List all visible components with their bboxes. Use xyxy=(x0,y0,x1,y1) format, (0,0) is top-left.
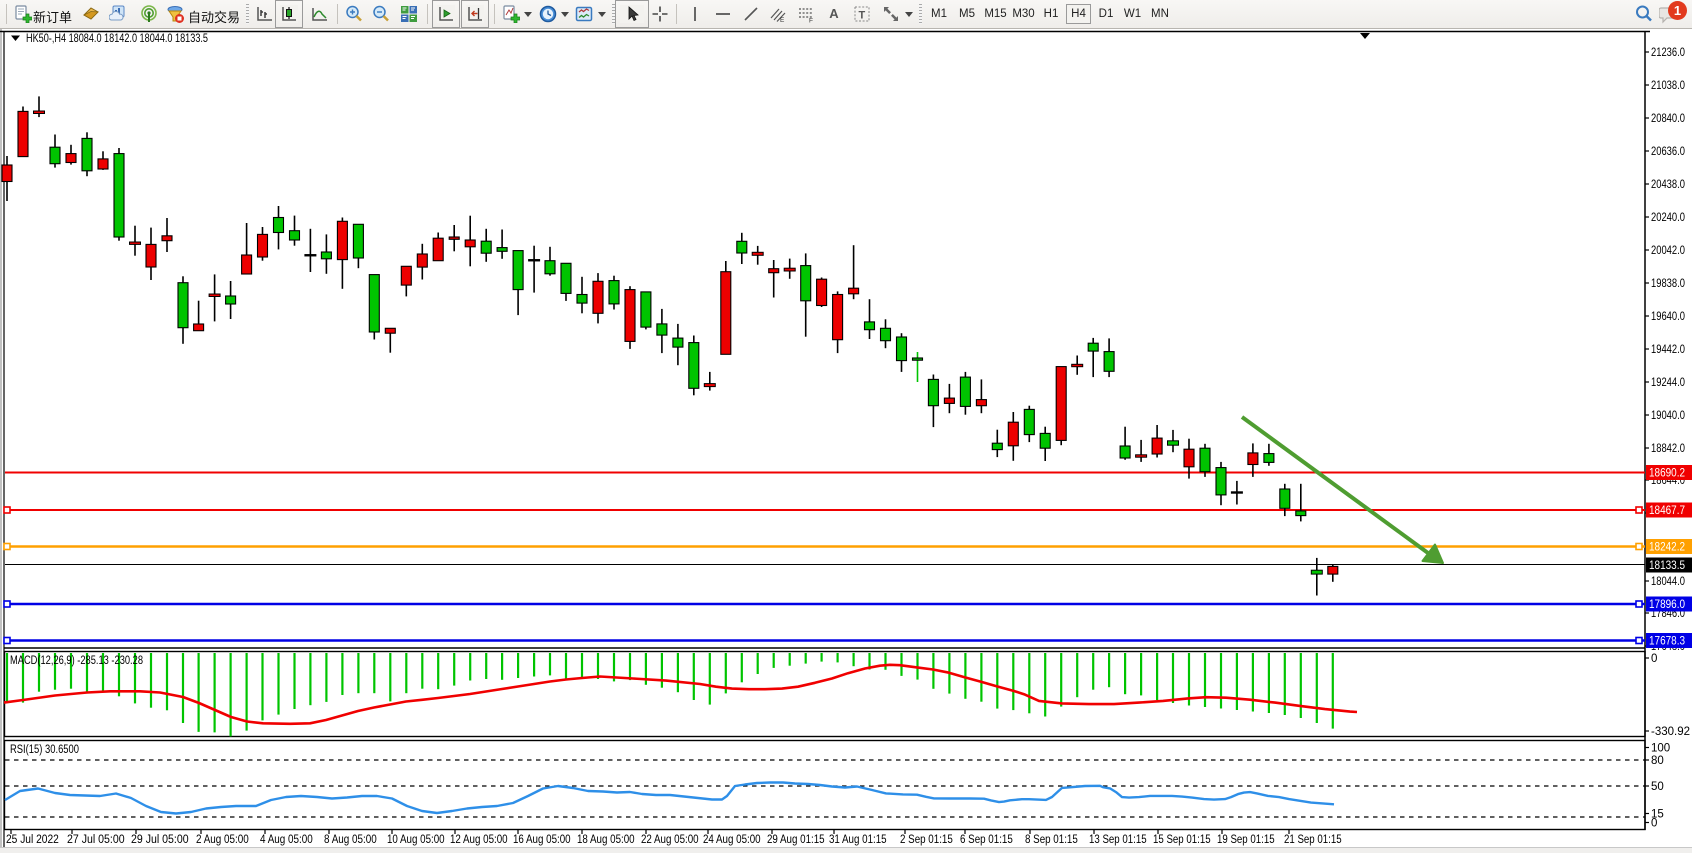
svg-text:HK50-,H4 18084.0 18142.0 1804: HK50-,H4 18084.0 18142.0 18044.0 18133.5 xyxy=(26,31,208,45)
svg-text:19040.0: 19040.0 xyxy=(1651,410,1685,422)
svg-text:24 Aug 05:00: 24 Aug 05:00 xyxy=(703,834,761,846)
svg-text:0: 0 xyxy=(1651,818,1657,830)
svg-text:18242.2: 18242.2 xyxy=(1649,542,1685,554)
svg-text:19 Sep 01:15: 19 Sep 01:15 xyxy=(1217,834,1275,846)
svg-text:15 Sep 01:15: 15 Sep 01:15 xyxy=(1153,834,1211,846)
svg-text:20240.0: 20240.0 xyxy=(1651,212,1685,224)
svg-text:19838.0: 19838.0 xyxy=(1651,278,1685,290)
svg-text:29 Aug 01:15: 29 Aug 01:15 xyxy=(767,834,825,846)
svg-text:22 Aug 05:00: 22 Aug 05:00 xyxy=(641,834,699,846)
svg-text:2 Aug 05:00: 2 Aug 05:00 xyxy=(196,834,249,846)
svg-text:50: 50 xyxy=(1651,781,1664,793)
svg-text:13 Sep 01:15: 13 Sep 01:15 xyxy=(1089,834,1147,846)
svg-text:6 Sep 01:15: 6 Sep 01:15 xyxy=(960,834,1013,846)
svg-text:20042.0: 20042.0 xyxy=(1651,245,1685,257)
svg-text:18842.0: 18842.0 xyxy=(1651,443,1685,455)
svg-text:18690.2: 18690.2 xyxy=(1649,468,1685,480)
svg-text:21 Sep 01:15: 21 Sep 01:15 xyxy=(1284,834,1342,846)
svg-text:16 Aug 05:00: 16 Aug 05:00 xyxy=(513,834,571,846)
svg-text:20840.0: 20840.0 xyxy=(1651,113,1685,125)
svg-text:F: F xyxy=(809,18,813,24)
svg-text:8 Aug 05:00: 8 Aug 05:00 xyxy=(324,834,377,846)
svg-text:80: 80 xyxy=(1651,755,1664,767)
svg-text:19640.0: 19640.0 xyxy=(1651,311,1685,323)
svg-text:15: 15 xyxy=(1651,809,1664,821)
svg-text:18467.7: 18467.7 xyxy=(1649,505,1685,517)
svg-text:4 Aug 05:00: 4 Aug 05:00 xyxy=(260,834,313,846)
svg-text:T: T xyxy=(859,10,866,22)
svg-text:18133.5: 18133.5 xyxy=(1649,560,1685,572)
svg-text:21038.0: 21038.0 xyxy=(1651,80,1685,92)
svg-text:RSI(15) 30.6500: RSI(15) 30.6500 xyxy=(10,744,79,756)
svg-text:18044.0: 18044.0 xyxy=(1651,576,1685,588)
svg-text:12 Aug 05:00: 12 Aug 05:00 xyxy=(450,834,508,846)
svg-text:17896.0: 17896.0 xyxy=(1649,599,1685,611)
svg-text:MACD(12,26,9) -285.13 -230.28: MACD(12,26,9) -285.13 -230.28 xyxy=(10,655,143,667)
svg-text:8 Sep 01:15: 8 Sep 01:15 xyxy=(1025,834,1078,846)
svg-text:-330.92: -330.92 xyxy=(1651,726,1690,738)
svg-text:2 Sep 01:15: 2 Sep 01:15 xyxy=(900,834,953,846)
svg-text:20636.0: 20636.0 xyxy=(1651,146,1685,158)
svg-text:29 Jul 05:00: 29 Jul 05:00 xyxy=(131,834,189,846)
svg-text:19244.0: 19244.0 xyxy=(1651,377,1685,389)
svg-text:31 Aug 01:15: 31 Aug 01:15 xyxy=(829,834,887,846)
svg-text:0: 0 xyxy=(1651,653,1657,665)
svg-text:100: 100 xyxy=(1651,743,1670,755)
svg-text:E: E xyxy=(780,17,785,23)
svg-text:21236.0: 21236.0 xyxy=(1651,47,1685,59)
svg-text:25 Jul 2022: 25 Jul 2022 xyxy=(6,834,59,846)
svg-text:19442.0: 19442.0 xyxy=(1651,344,1685,356)
svg-text:17678.3: 17678.3 xyxy=(1649,636,1685,648)
svg-text:10 Aug 05:00: 10 Aug 05:00 xyxy=(387,834,445,846)
svg-text:18 Aug 05:00: 18 Aug 05:00 xyxy=(577,834,635,846)
svg-text:20438.0: 20438.0 xyxy=(1651,179,1685,191)
svg-text:27 Jul 05:00: 27 Jul 05:00 xyxy=(67,834,125,846)
